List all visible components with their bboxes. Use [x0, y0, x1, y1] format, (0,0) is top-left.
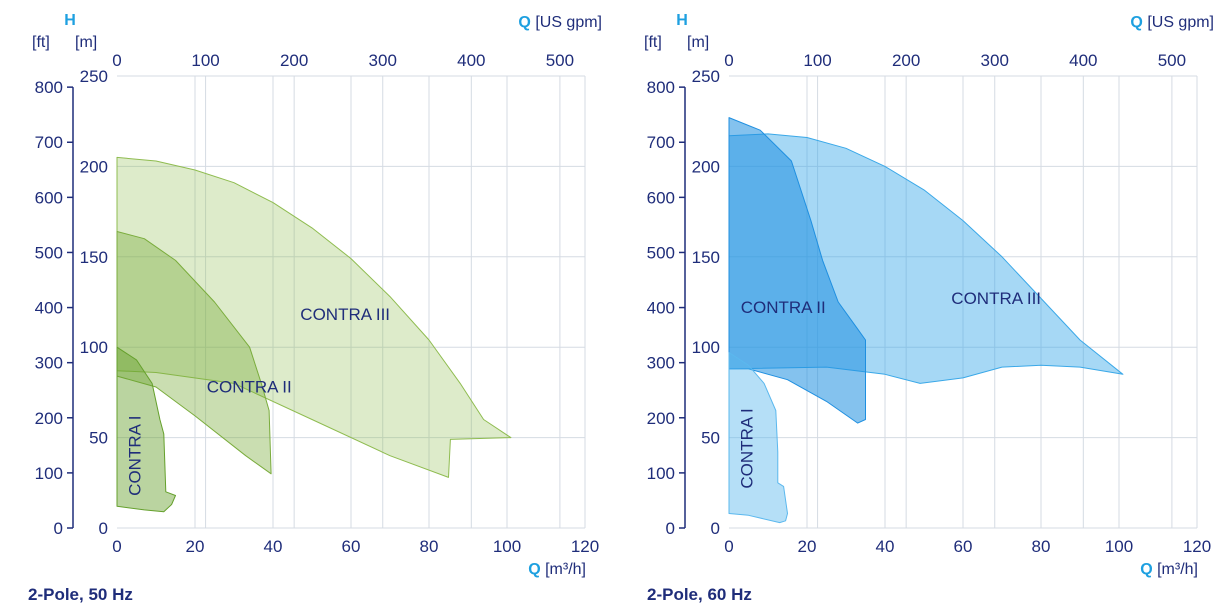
- region-contra-ii: [728, 117, 866, 424]
- q-m3h-tick-label: 80: [1032, 537, 1051, 556]
- q-m3h-tick-label: 100: [493, 537, 521, 556]
- ft-tick-label: 700: [647, 133, 675, 152]
- ft-tick-label: 500: [35, 243, 63, 262]
- ft-tick-label: 200: [647, 409, 675, 428]
- m-tick-label: 100: [692, 338, 720, 357]
- q-gpm-tick-label: 0: [724, 51, 733, 70]
- region-label-contra-iii: CONTRA III: [300, 305, 390, 324]
- y-axis-unit-m: [m]: [687, 34, 709, 51]
- m-tick-label: 250: [80, 67, 108, 86]
- region-label-contra-ii: CONTRA II: [741, 298, 826, 317]
- x-top-axis-title: Q [US gpm]: [518, 14, 602, 31]
- region-contra-i: [116, 346, 176, 513]
- q-gpm-tick-label: 300: [981, 51, 1009, 70]
- x-bottom-axis-symbol: Q: [1140, 561, 1157, 578]
- m-tick-label: 200: [692, 157, 720, 176]
- ft-tick-label: 600: [35, 188, 63, 207]
- m-tick-label: 150: [80, 248, 108, 267]
- q-gpm-tick-label: 400: [1069, 51, 1097, 70]
- ft-tick-label: 100: [647, 464, 675, 483]
- chart-caption: 2-Pole, 50 Hz: [28, 585, 133, 604]
- ft-tick-label: 200: [35, 409, 63, 428]
- ft-tick-label: 400: [647, 299, 675, 318]
- x-top-axis-symbol: Q: [1130, 14, 1147, 31]
- region-label-contra-i: CONTRA I: [125, 416, 144, 496]
- q-m3h-tick-label: 120: [1183, 537, 1211, 556]
- ft-tick-label: 100: [35, 464, 63, 483]
- x-bottom-axis-title: Q [m³/h]: [528, 561, 586, 578]
- q-gpm-tick-label: 0: [112, 51, 121, 70]
- m-tick-label: 50: [701, 429, 720, 448]
- m-tick-label: 100: [80, 338, 108, 357]
- q-m3h-tick-label: 100: [1105, 537, 1133, 556]
- x-top-axis-unit: [US gpm]: [1147, 14, 1214, 31]
- chart-2pole-50hz: CONTRA III CONTRA II CONTRA I 0 100 200 300 400…: [28, 12, 602, 604]
- ft-tick-label: 800: [35, 78, 63, 97]
- region-label-contra-i: CONTRA I: [737, 408, 756, 488]
- y-axis-symbol: H: [64, 12, 76, 29]
- ft-tick-label: 400: [35, 299, 63, 318]
- grid-lines: [729, 75, 1198, 529]
- x-top-axis-unit: [US gpm]: [535, 14, 602, 31]
- ft-tick-label: 600: [647, 188, 675, 207]
- ft-tick-label: 0: [54, 519, 63, 538]
- chart-2pole-60hz: CONTRA III CONTRA II CONTRA I 0 100 200 300 400…: [612, 0, 1224, 605]
- m-tick-label: 150: [692, 248, 720, 267]
- ft-tick-label: 0: [666, 519, 675, 538]
- q-m3h-tick-label: 40: [876, 537, 895, 556]
- ft-tick-label: 800: [647, 78, 675, 97]
- q-gpm-tick-label: 400: [457, 51, 485, 70]
- region-contra-iii: [116, 156, 512, 478]
- q-m3h-tick-label: 60: [342, 537, 361, 556]
- y-axis-unit-m: [m]: [75, 34, 97, 51]
- x-top-axis-title: Q [US gpm]: [1130, 14, 1214, 31]
- ft-tick-label: 300: [35, 354, 63, 373]
- m-tick-label: 200: [80, 157, 108, 176]
- m-tick-label: 50: [89, 429, 108, 448]
- q-m3h-tick-label: 80: [420, 537, 439, 556]
- q-m3h-tick-label: 60: [954, 537, 973, 556]
- ft-tick-label: 700: [35, 133, 63, 152]
- q-gpm-tick-label: 500: [1158, 51, 1186, 70]
- region-label-contra-iii: CONTRA III: [951, 289, 1041, 308]
- q-m3h-tick-label: 20: [798, 537, 817, 556]
- chart-caption: 2-Pole, 60 Hz: [647, 585, 752, 604]
- y-axis-unit-ft: [ft]: [32, 34, 50, 51]
- x-bottom-axis-symbol: Q: [528, 561, 545, 578]
- ft-tick-label: 500: [647, 243, 675, 262]
- ft-tick-label: 300: [647, 354, 675, 373]
- q-m3h-tick-label: 0: [724, 537, 733, 556]
- m-tick-label: 250: [692, 67, 720, 86]
- q-gpm-tick-label: 100: [191, 51, 219, 70]
- grid-lines: [117, 75, 586, 529]
- q-m3h-tick-label: 20: [186, 537, 205, 556]
- q-gpm-tick-label: 300: [369, 51, 397, 70]
- q-m3h-tick-label: 40: [264, 537, 283, 556]
- y-axis-unit-ft: [ft]: [644, 34, 662, 51]
- x-top-axis-symbol: Q: [518, 14, 535, 31]
- q-gpm-tick-label: 500: [546, 51, 574, 70]
- x-bottom-axis-unit: [m³/h]: [545, 561, 586, 578]
- y-axis-symbol: H: [676, 12, 688, 29]
- q-m3h-tick-label: 0: [112, 537, 121, 556]
- x-bottom-axis-unit: [m³/h]: [1157, 561, 1198, 578]
- region-contra-i: [728, 352, 788, 524]
- region-contra-ii: [116, 231, 272, 475]
- q-gpm-tick-label: 200: [280, 51, 308, 70]
- q-gpm-tick-label: 200: [892, 51, 920, 70]
- q-m3h-tick-label: 120: [571, 537, 599, 556]
- x-bottom-axis-title: Q [m³/h]: [1140, 561, 1198, 578]
- q-gpm-tick-label: 100: [803, 51, 831, 70]
- region-label-contra-ii: CONTRA II: [207, 377, 292, 396]
- m-tick-label: 0: [711, 519, 720, 538]
- m-tick-label: 0: [99, 519, 108, 538]
